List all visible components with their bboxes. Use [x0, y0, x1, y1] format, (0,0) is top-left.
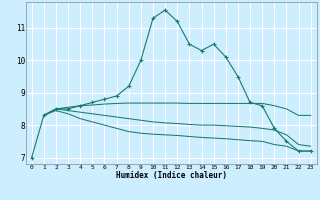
- X-axis label: Humidex (Indice chaleur): Humidex (Indice chaleur): [116, 171, 227, 180]
